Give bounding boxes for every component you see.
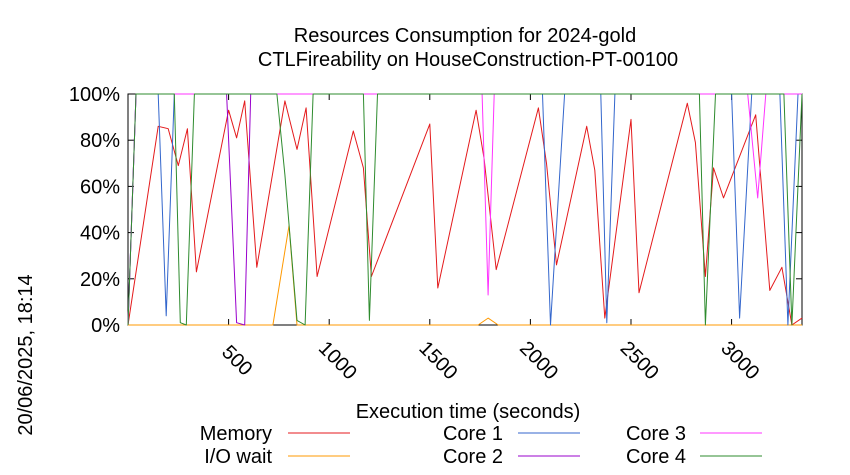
legend-label-i-o-wait: I/O wait (204, 446, 272, 468)
y-tick-label: 60% (80, 176, 120, 198)
y-tick-label: 0% (91, 315, 120, 337)
y-tick-label: 100% (69, 84, 120, 106)
legend-label-core-3: Core 3 (626, 423, 686, 445)
y-tick-label: 20% (80, 269, 120, 291)
x-axis-label: Execution time (seconds) (356, 401, 581, 423)
y-axis-ticks: 0% 20% 40% 60% 80% 100% (69, 84, 802, 337)
series-lines (127, 93, 803, 326)
chart-subtitle: CTLFireability on HouseConstruction-PT-0… (258, 49, 678, 71)
y-tick-label: 40% (80, 223, 120, 245)
chart-title: Resources Consumption for 2024-gold (294, 25, 636, 47)
series-line-i-o-wait (128, 225, 802, 326)
y-tick-label: 80% (80, 130, 120, 152)
series-line-core-4 (127, 93, 803, 326)
legend-label-core-1: Core 1 (443, 423, 503, 445)
timestamp-label: 20/06/2025, 18:14 (15, 274, 37, 435)
legend-label-core-2: Core 2 (443, 446, 503, 468)
legend-label-memory: Memory (200, 423, 272, 445)
legend-label-core-4: Core 4 (626, 446, 686, 468)
